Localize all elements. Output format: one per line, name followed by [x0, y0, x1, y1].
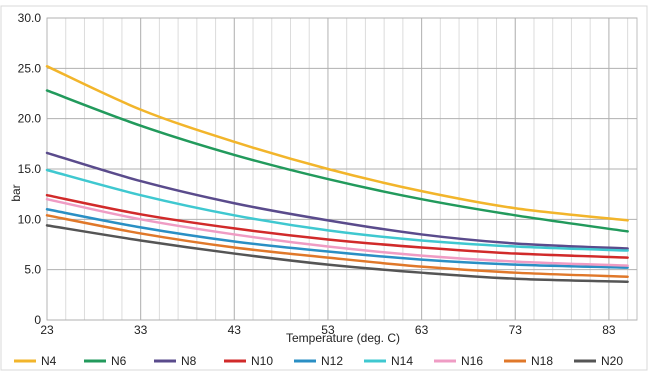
legend-label-n16: N16: [461, 354, 483, 368]
series-line-n6: [45, 89, 629, 233]
y-tick-label: 5.0: [24, 263, 41, 277]
legend-label-n10: N10: [251, 354, 273, 368]
x-tick-label: 63: [415, 323, 429, 337]
series-lines: [45, 65, 629, 283]
legend-label-n12: N12: [321, 354, 343, 368]
y-tick-label: 10.0: [18, 212, 42, 226]
y-tick-label: 0: [34, 313, 41, 327]
x-tick-label: 23: [40, 323, 54, 337]
series-line-n20: [45, 224, 629, 283]
x-tick-label: 33: [134, 323, 148, 337]
legend-label-n20: N20: [601, 354, 623, 368]
y-tick-label: 25.0: [18, 61, 42, 75]
series-line-n10: [45, 193, 629, 259]
series-line-n4: [45, 65, 629, 222]
axes: 23 33 43 53 63 73 83 0 5.0 10.0 15.0 20.0 25.0 30.0: [18, 11, 616, 337]
legend-label-n4: N4: [41, 354, 57, 368]
series-line-n8: [45, 151, 629, 250]
series-line-n14: [45, 168, 629, 252]
grid: [46, 17, 638, 321]
series-line-n16: [45, 197, 629, 267]
legend-label-n18: N18: [531, 354, 553, 368]
series-line-n18: [45, 214, 629, 278]
y-tick-label: 15.0: [18, 162, 42, 176]
y-axis-title: bar: [9, 184, 23, 201]
legend-label-n6: N6: [111, 354, 127, 368]
y-tick-label: 20.0: [18, 112, 42, 126]
legend-label-n14: N14: [391, 354, 413, 368]
legend: N4 N6 N8 N10 N12 N14 N16 N18 N20: [14, 354, 623, 368]
x-tick-label: 53: [321, 323, 335, 337]
series-line-n12: [45, 208, 629, 269]
x-axis-title: Temperature (deg. C): [286, 331, 400, 345]
legend-label-n8: N8: [181, 354, 197, 368]
x-tick-label: 73: [509, 323, 523, 337]
y-tick-label: 30.0: [18, 11, 42, 25]
x-tick-label: 43: [228, 323, 242, 337]
x-tick-label: 83: [602, 323, 616, 337]
